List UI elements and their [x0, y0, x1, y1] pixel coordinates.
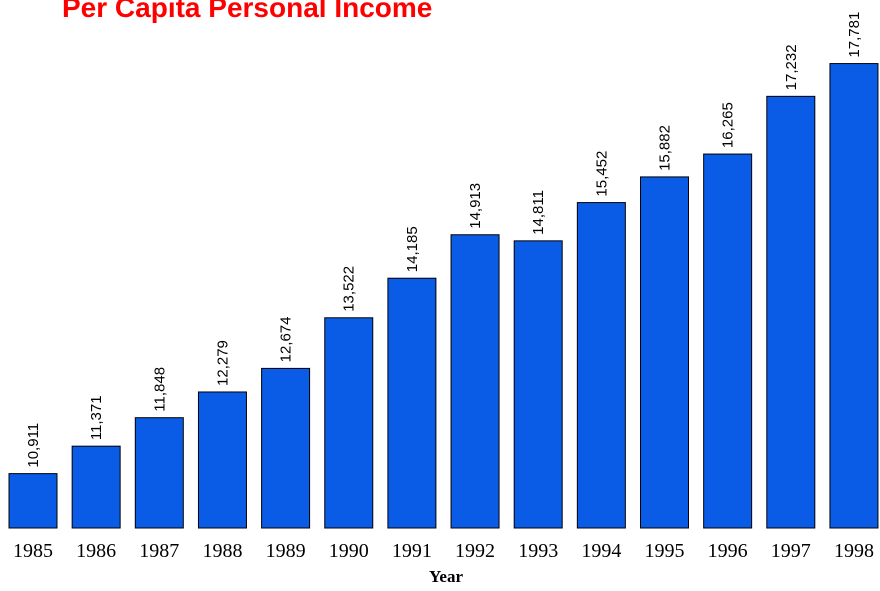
value-label: 15,882: [657, 125, 674, 171]
value-label: 17,232: [783, 44, 800, 90]
bar: [387, 277, 437, 529]
x-tick-label: 1988: [202, 540, 242, 562]
bar: [197, 391, 247, 529]
value-label: 14,811: [530, 190, 547, 235]
value-label: 11,848: [151, 367, 168, 412]
bar: [766, 95, 816, 529]
bar: [513, 240, 563, 529]
value-label: 15,452: [593, 151, 610, 197]
x-tick-label: 1997: [771, 540, 811, 562]
value-label: 14,185: [404, 226, 421, 272]
x-tick-label: 1994: [581, 540, 621, 562]
x-tick-label: 1985: [13, 540, 53, 562]
x-tick-label: 1990: [329, 540, 369, 562]
x-tick-label: 1992: [455, 540, 495, 562]
bar: [703, 153, 753, 529]
value-label: 16,265: [720, 102, 737, 148]
bar: [261, 367, 311, 529]
x-tick-label: 1987: [139, 540, 179, 562]
value-label: 13,522: [341, 266, 358, 312]
bar: [134, 417, 184, 529]
bar: [324, 317, 374, 529]
bar: [576, 202, 626, 529]
bar: [8, 473, 58, 529]
x-tick-label: 1986: [76, 540, 116, 562]
value-label: 14,913: [467, 183, 484, 229]
x-axis-label: Year: [429, 567, 463, 586]
chart-title: Per Capita Personal Income: [62, 0, 432, 23]
x-tick-label: 1995: [645, 540, 685, 562]
x-tick-label: 1991: [392, 540, 432, 562]
value-label: 11,371: [88, 395, 105, 440]
bar: [450, 234, 500, 529]
bar: [71, 445, 121, 529]
x-tick-label: 1998: [834, 540, 874, 562]
value-label: 12,674: [278, 317, 295, 363]
bar: [829, 63, 879, 529]
value-label: 12,279: [214, 340, 231, 386]
value-label: 10,911: [25, 423, 42, 468]
x-tick-label: 1989: [266, 540, 306, 562]
bar: [640, 176, 689, 529]
value-label: 17,781: [846, 12, 863, 58]
x-tick-label: 1996: [708, 540, 748, 562]
x-tick-label: 1993: [518, 540, 558, 562]
